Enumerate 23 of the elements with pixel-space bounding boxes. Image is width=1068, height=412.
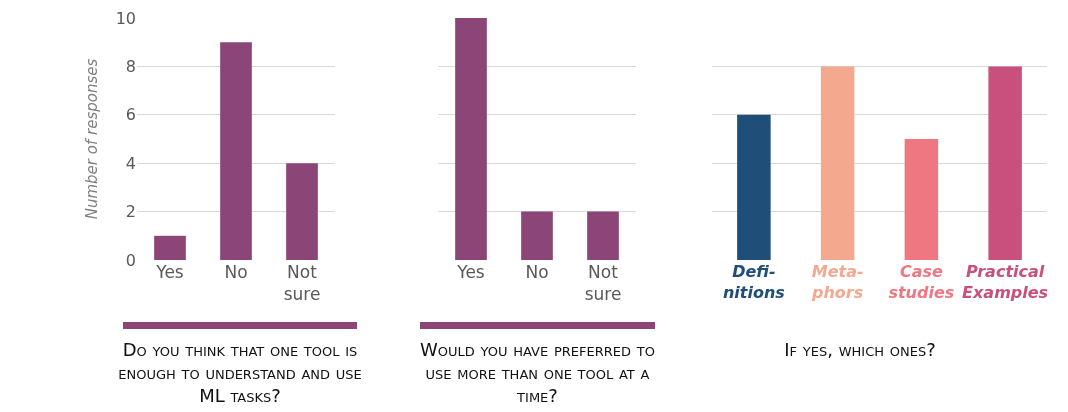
bar	[286, 163, 318, 260]
x-tick-label: Defi-nitions	[722, 262, 785, 302]
y-tick-label: 0	[125, 250, 136, 270]
x-axis-title: If yes, which ones?	[783, 338, 937, 361]
x-axis-title: Would you have preferred to use more than one tool at a time?	[419, 338, 656, 407]
y-tick-label: 4	[125, 153, 136, 173]
y-tick-label: 8	[125, 57, 136, 76]
x-axis-title: Do you think that one tool is enough to understand and use ML tasks?	[117, 338, 363, 407]
x-tick-label: Yes	[155, 262, 184, 282]
x-tick-label: Not sure	[283, 262, 321, 305]
y-axis-title: Number of responses	[82, 58, 101, 220]
x-tick-label: Not sure	[584, 262, 622, 305]
bar	[220, 42, 252, 260]
x-tick-label: Yes	[456, 262, 485, 282]
x-tick-label: Case studies	[888, 262, 955, 302]
y-tick-label: 2	[125, 202, 136, 222]
x-tick-label: Practical Examples	[962, 262, 1049, 302]
bar	[154, 235, 186, 260]
y-tick-label: 6	[125, 105, 136, 125]
y-tick-label: 10	[115, 8, 136, 28]
x-tick-label: No	[525, 262, 549, 282]
x-tick-label: Meta-phors	[811, 262, 864, 302]
x-tick-label: No	[224, 262, 248, 282]
